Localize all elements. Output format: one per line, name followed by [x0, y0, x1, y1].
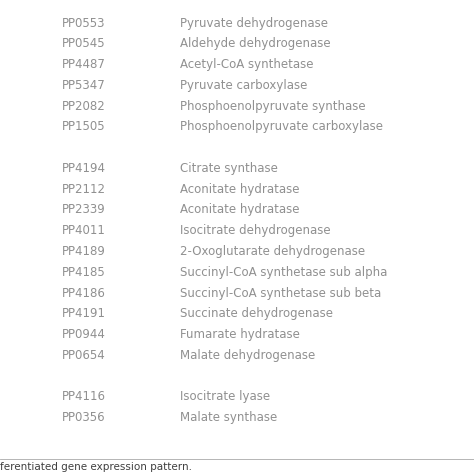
- Text: Malate dehydrogenase: Malate dehydrogenase: [180, 349, 315, 362]
- Text: Pyruvate dehydrogenase: Pyruvate dehydrogenase: [180, 17, 328, 29]
- Text: Aconitate hydratase: Aconitate hydratase: [180, 203, 300, 217]
- Text: PP2339: PP2339: [62, 203, 105, 217]
- Text: Fumarate hydratase: Fumarate hydratase: [180, 328, 300, 341]
- Text: Succinyl-CoA synthetase sub alpha: Succinyl-CoA synthetase sub alpha: [180, 266, 387, 279]
- Text: PP4189: PP4189: [62, 245, 106, 258]
- Text: Aldehyde dehydrogenase: Aldehyde dehydrogenase: [180, 37, 331, 50]
- Text: PP4116: PP4116: [62, 391, 106, 403]
- Text: Malate synthase: Malate synthase: [180, 411, 277, 424]
- Text: PP4191: PP4191: [62, 307, 106, 320]
- Text: Isocitrate dehydrogenase: Isocitrate dehydrogenase: [180, 224, 331, 237]
- Text: PP0654: PP0654: [62, 349, 105, 362]
- Text: PP2112: PP2112: [62, 182, 106, 196]
- Text: PP5347: PP5347: [62, 79, 105, 92]
- Text: PP0356: PP0356: [62, 411, 105, 424]
- Text: PP2082: PP2082: [62, 100, 105, 113]
- Text: Acetyl-CoA synthetase: Acetyl-CoA synthetase: [180, 58, 314, 71]
- Text: PP0553: PP0553: [62, 17, 105, 29]
- Text: Phosphoenolpyruvate carboxylase: Phosphoenolpyruvate carboxylase: [180, 120, 383, 133]
- Text: PP4194: PP4194: [62, 162, 106, 175]
- Text: Citrate synthase: Citrate synthase: [180, 162, 278, 175]
- Text: Pyruvate carboxylase: Pyruvate carboxylase: [180, 79, 308, 92]
- Text: PP4185: PP4185: [62, 266, 105, 279]
- Text: PP0944: PP0944: [62, 328, 106, 341]
- Text: Succinate dehydrogenase: Succinate dehydrogenase: [180, 307, 333, 320]
- Text: PP0545: PP0545: [62, 37, 105, 50]
- Text: Phosphoenolpyruvate synthase: Phosphoenolpyruvate synthase: [180, 100, 366, 113]
- Text: PP4186: PP4186: [62, 286, 106, 300]
- Text: ferentiated gene expression pattern.: ferentiated gene expression pattern.: [0, 462, 192, 472]
- Text: Succinyl-CoA synthetase sub beta: Succinyl-CoA synthetase sub beta: [180, 286, 382, 300]
- Text: Aconitate hydratase: Aconitate hydratase: [180, 182, 300, 196]
- Text: Isocitrate lyase: Isocitrate lyase: [180, 391, 270, 403]
- Text: PP4011: PP4011: [62, 224, 106, 237]
- Text: PP4487: PP4487: [62, 58, 106, 71]
- Text: 2-Oxoglutarate dehydrogenase: 2-Oxoglutarate dehydrogenase: [180, 245, 365, 258]
- Text: PP1505: PP1505: [62, 120, 105, 133]
